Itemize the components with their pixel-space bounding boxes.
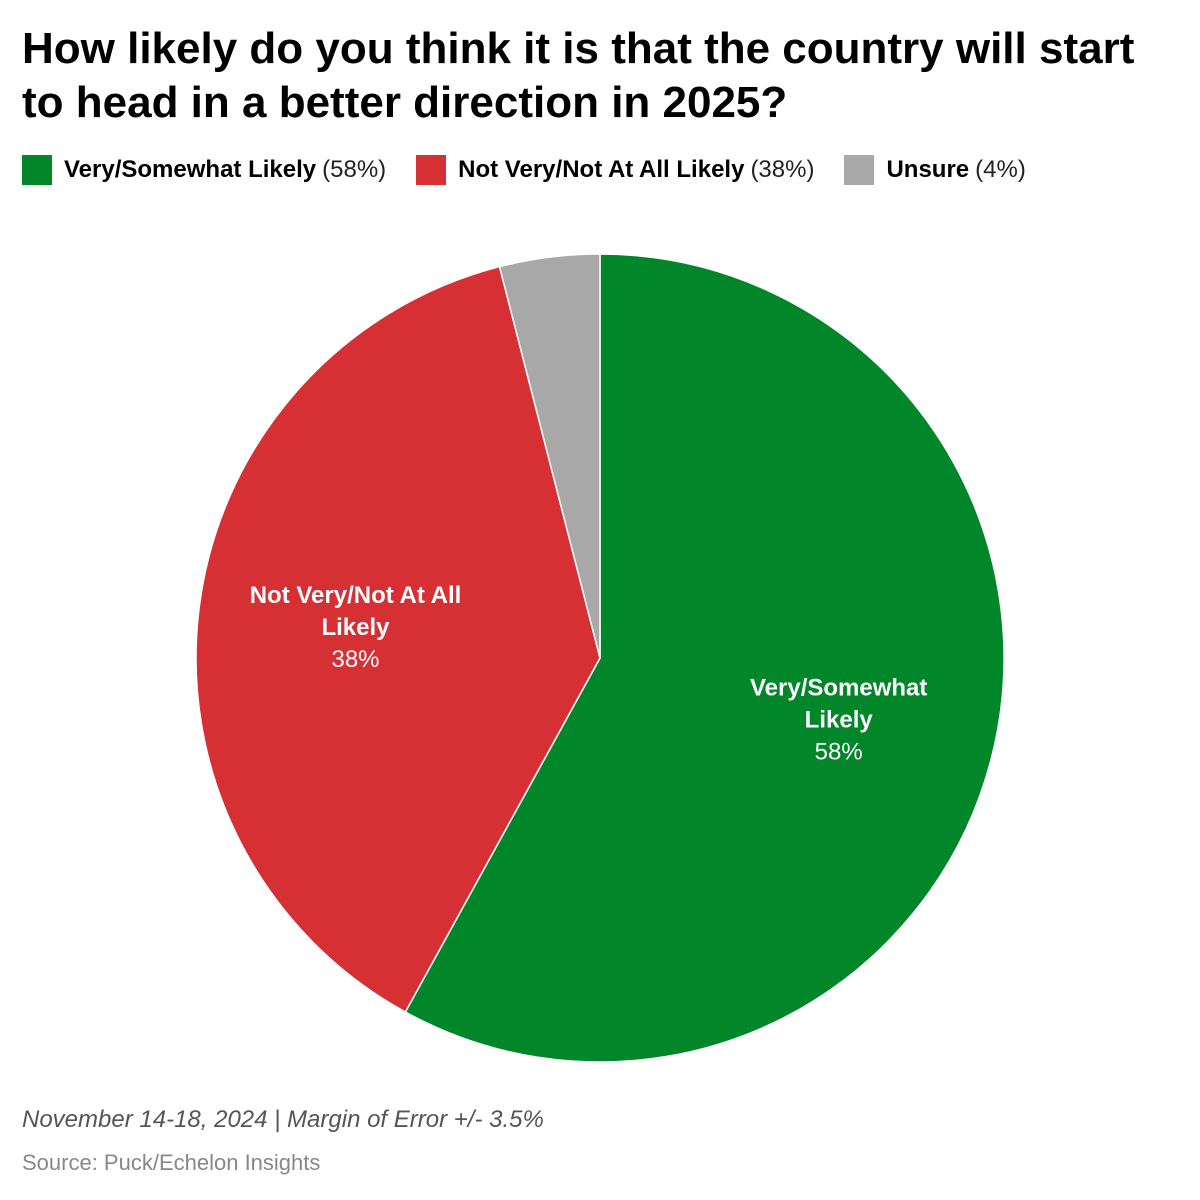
slice-label-not-likely: Likely xyxy=(321,614,390,641)
source-note: Source: Puck/Echelon Insights xyxy=(22,1150,321,1175)
chart-title: How likely do you think it is that the c… xyxy=(22,24,1135,127)
slice-value-not-likely: 38% xyxy=(331,646,379,673)
legend-item-unsure: Unsure (4%) xyxy=(844,154,1026,186)
pie-slice-not-likely xyxy=(195,265,601,1014)
legend-label-unsure: Unsure xyxy=(886,156,970,183)
legend-label-not-likely: Not Very/Not At All Likely xyxy=(458,156,745,183)
pie-slice-likely xyxy=(404,253,1005,1063)
legend-pct-likely: (58%) xyxy=(322,156,387,183)
slice-label-likely: Likely xyxy=(805,706,874,733)
legend: Very/Somewhat Likely (58%) Not Very/Not … xyxy=(22,154,1056,186)
legend-swatch-not-likely xyxy=(416,155,447,185)
legend-swatch-likely xyxy=(22,155,52,185)
legend-pct-unsure: (4%) xyxy=(975,156,1026,183)
legend-label-likely: Very/Somewhat Likely xyxy=(64,156,317,183)
survey-date-note: November 14-18, 2024 | Margin of Error +… xyxy=(22,1106,544,1133)
pie-slice-unsure xyxy=(498,253,601,659)
slice-label-likely: Very/Somewhat xyxy=(750,674,927,701)
legend-swatch-unsure xyxy=(844,155,875,185)
slice-label-not-likely: Not Very/Not At All xyxy=(250,582,462,609)
legend-item-likely: Very/Somewhat Likely (58%) xyxy=(22,154,386,186)
legend-pct-not-likely: (38%) xyxy=(750,156,815,183)
slice-value-likely: 58% xyxy=(815,738,863,765)
legend-item-not-likely: Not Very/Not At All Likely (38%) xyxy=(416,154,814,186)
